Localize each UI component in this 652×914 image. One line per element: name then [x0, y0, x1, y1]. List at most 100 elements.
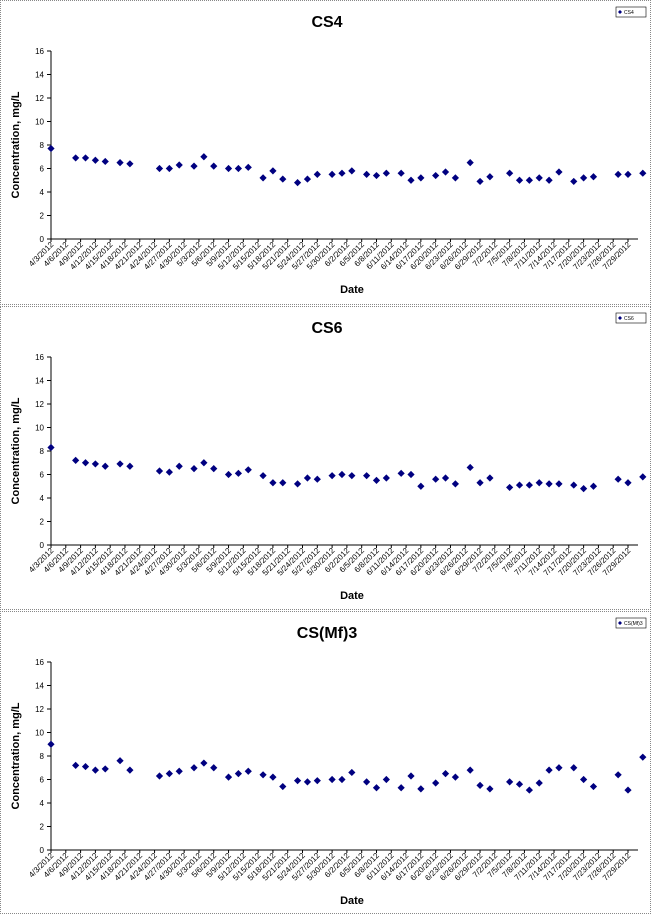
data-point: [486, 785, 494, 793]
data-point: [303, 474, 312, 482]
data-point: [126, 766, 134, 774]
y-tick-label: 6: [40, 165, 45, 174]
data-point: [624, 170, 632, 178]
legend-marker: [618, 621, 622, 625]
data-point: [417, 174, 425, 182]
data-point: [441, 770, 450, 778]
y-tick-label: 0: [40, 846, 45, 855]
data-point: [407, 772, 415, 780]
data-point: [580, 485, 588, 493]
data-point: [269, 479, 277, 487]
legend-box: [615, 312, 647, 324]
legend-marker: [618, 316, 622, 320]
data-point: [372, 171, 381, 180]
data-point: [338, 169, 346, 177]
data-point: [91, 766, 99, 774]
data-point: [486, 173, 494, 181]
data-point: [155, 164, 164, 173]
data-point: [165, 770, 173, 778]
chart-title: CS6: [311, 320, 342, 337]
chart-title: CS4: [311, 14, 342, 31]
data-point: [466, 463, 474, 472]
data-point: [259, 174, 267, 182]
data-point: [614, 475, 622, 483]
data-point: [101, 462, 109, 470]
data-point: [382, 169, 390, 177]
data-point: [190, 764, 198, 772]
data-point: [72, 761, 80, 769]
data-point: [313, 777, 321, 785]
data-point: [303, 175, 312, 183]
data-point: [210, 162, 218, 170]
legend-box: [615, 617, 647, 629]
y-tick-label: 4: [40, 188, 45, 197]
data-point: [338, 470, 346, 479]
y-axis-label: Concentration, mg/L: [10, 397, 22, 504]
data-point: [570, 177, 578, 186]
data-point: [397, 784, 405, 792]
data-point: [244, 767, 252, 775]
chart-panel-1: CS4 CS4 0 2 4 6 8 10 12 14 16 4/3/2012 4/6/2012 4/9/2…: [0, 0, 651, 305]
data-point: [515, 176, 524, 184]
data-point: [155, 467, 164, 475]
data-point: [535, 174, 543, 182]
data-point: [545, 176, 553, 184]
data-point: [545, 480, 553, 488]
data-point: [190, 162, 198, 170]
data-point: [397, 169, 405, 177]
y-tick-label: 12: [35, 94, 44, 103]
data-point: [224, 773, 233, 781]
data-point: [328, 170, 336, 178]
data-point: [348, 768, 356, 777]
data-point: [486, 474, 494, 482]
y-tick-label: 10: [35, 424, 44, 433]
data-point: [382, 474, 390, 482]
chart-panel-3: CS(Mf)3 CS(Mf)3 0 2 4 6 8 10 12 14 16 4/3/2012 4/6/2…: [0, 611, 651, 914]
data-point: [589, 782, 598, 791]
y-axis-label: Concentration, mg/L: [10, 91, 22, 198]
data-point: [525, 481, 533, 489]
y-tick-label: 10: [35, 729, 44, 738]
y-tick-label: 12: [35, 400, 44, 409]
data-point: [570, 764, 578, 772]
data-point: [81, 154, 90, 162]
chart-3-svg: CS(Mf)3CS(Mf)302468101214164/3/20124/6/2…: [10, 617, 647, 907]
data-point: [476, 177, 484, 186]
data-point: [570, 481, 578, 489]
data-point: [525, 176, 533, 184]
data-point: [476, 781, 484, 789]
y-tick-label: 16: [35, 353, 44, 362]
data-point: [407, 470, 415, 479]
data-point: [234, 469, 243, 477]
data-point: [580, 174, 588, 182]
data-point: [506, 483, 514, 492]
data-point: [293, 480, 302, 488]
data-point: [397, 469, 405, 477]
data-point: [441, 168, 450, 176]
data-point: [417, 482, 425, 490]
data-point: [614, 771, 622, 779]
data-point: [175, 767, 183, 775]
legend-box: [615, 6, 647, 18]
y-tick-label: 4: [40, 799, 45, 808]
data-point: [101, 157, 109, 166]
data-point: [279, 782, 287, 791]
data-point: [269, 773, 277, 781]
legend-marker: [618, 10, 622, 14]
data-point: [279, 175, 287, 183]
data-point: [639, 473, 647, 481]
data-point: [165, 164, 173, 173]
data-point: [624, 786, 632, 794]
data-point: [224, 164, 233, 173]
data-point: [244, 163, 252, 171]
y-tick-label: 8: [40, 141, 45, 150]
data-point: [175, 161, 183, 169]
y-tick-label: 8: [40, 752, 45, 761]
data-point: [200, 153, 208, 161]
data-point: [293, 179, 302, 187]
data-point: [506, 778, 514, 786]
y-tick-label: 2: [40, 823, 45, 832]
data-point: [407, 176, 415, 184]
data-point: [515, 780, 524, 788]
data-point: [47, 740, 55, 748]
